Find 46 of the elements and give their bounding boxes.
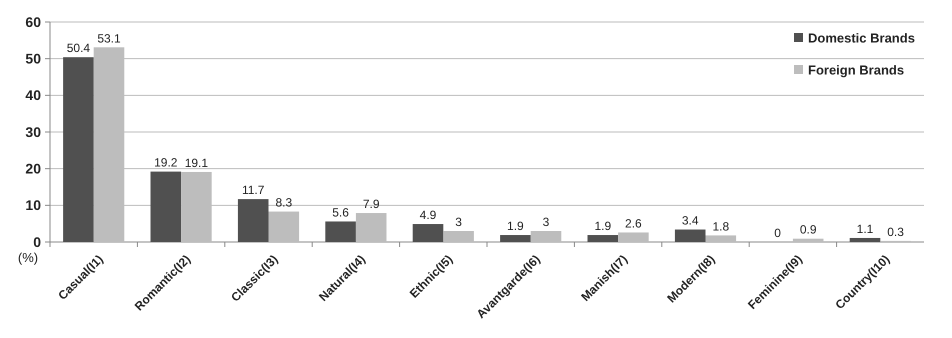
y-tick-label: 20 xyxy=(25,160,42,177)
y-tick-label: 30 xyxy=(25,124,42,140)
data-label: 3 xyxy=(455,215,462,229)
y-tick-label: 40 xyxy=(25,87,42,104)
data-label: 1.8 xyxy=(712,219,730,234)
data-label: 0 xyxy=(774,226,782,240)
data-label: 0.3 xyxy=(887,224,904,239)
bar xyxy=(63,57,94,242)
y-axis-title: (%) xyxy=(18,250,38,265)
legend-label: Foreign Brands xyxy=(808,62,904,78)
data-label: 7.9 xyxy=(362,197,380,212)
bar xyxy=(268,212,300,242)
data-label: 1.9 xyxy=(594,219,612,234)
legend-label: Domestic Brands xyxy=(808,30,915,46)
bar xyxy=(792,238,824,242)
bar xyxy=(706,235,736,242)
bar xyxy=(443,231,474,242)
y-tick-label: 10 xyxy=(25,197,42,214)
bar xyxy=(674,230,706,242)
y-tick-label: 0 xyxy=(33,234,42,250)
bar xyxy=(238,199,268,242)
data-label: 0.9 xyxy=(800,222,817,237)
data-label: 5.6 xyxy=(332,205,350,220)
data-label: 50.4 xyxy=(66,41,90,56)
data-label: 4.9 xyxy=(420,208,437,222)
data-label: 2.6 xyxy=(625,216,642,230)
y-tick-label: 60 xyxy=(25,14,42,30)
bar xyxy=(850,238,880,242)
data-label: 1.1 xyxy=(856,222,874,236)
data-label: 8.3 xyxy=(275,196,292,210)
bar xyxy=(325,221,356,242)
bar xyxy=(530,231,562,242)
data-label: 1.9 xyxy=(507,219,524,234)
data-label: 11.7 xyxy=(242,183,265,198)
bar xyxy=(150,172,182,242)
bar xyxy=(500,235,531,242)
y-tick-label: 50 xyxy=(25,50,42,67)
data-label: 19.2 xyxy=(154,156,178,170)
data-label: 53.1 xyxy=(97,31,121,46)
bar xyxy=(356,213,386,242)
bar xyxy=(412,224,444,242)
bar xyxy=(588,235,618,242)
data-label: 3.4 xyxy=(682,214,699,228)
bar xyxy=(618,232,649,242)
data-label: 19.1 xyxy=(184,156,208,170)
data-label: 3 xyxy=(542,215,550,229)
